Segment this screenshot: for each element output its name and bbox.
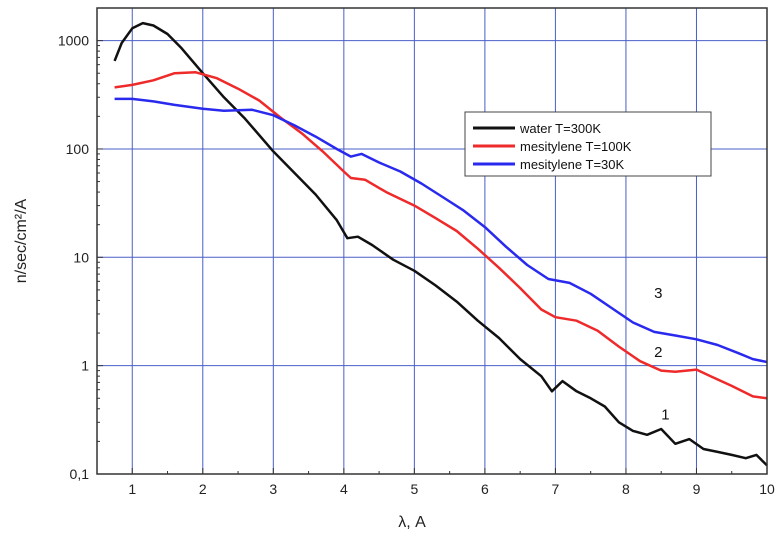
series-lines <box>113 21 768 467</box>
x-tick-label: 2 <box>199 481 207 497</box>
axis-ticks: 1 2 3 4 5 6 7 8 9 10 0,1 1 10 100 1000 <box>58 7 775 497</box>
x-tick-label: 3 <box>269 481 277 497</box>
x-tick-label: 9 <box>693 481 701 497</box>
x-tick-label: 5 <box>410 481 418 497</box>
series-line-2 <box>114 71 768 400</box>
curve-label-1: 1 <box>661 406 669 423</box>
x-tick-label: 6 <box>481 481 489 497</box>
curve-labels: 1 2 3 <box>654 285 669 423</box>
x-tick-label: 4 <box>340 481 348 497</box>
x-tick-label: 10 <box>759 481 775 497</box>
curve-label-2: 2 <box>654 344 662 361</box>
series-line-3 <box>114 97 768 364</box>
x-tick-label: 7 <box>552 481 560 497</box>
y-tick-label: 0,1 <box>70 466 90 482</box>
plot-frame <box>96 7 768 475</box>
y-tick-label: 100 <box>66 141 90 157</box>
x-axis-title: λ, A <box>398 514 426 531</box>
y-tick-label: 10 <box>73 249 89 265</box>
legend-entry: water T=300K <box>519 121 601 136</box>
curve-label-3: 3 <box>654 285 662 302</box>
legend: water T=300K mesitylene T=100K mesitylene … <box>464 111 712 177</box>
x-tick-label: 1 <box>128 481 136 497</box>
legend-entry: mesitylene T=30K <box>520 157 625 172</box>
series-line-1 <box>113 21 768 467</box>
y-tick-label: 1 <box>81 358 89 374</box>
y-axis-title: n/sec/cm²/A <box>13 198 30 283</box>
y-tick-label: 1000 <box>58 33 89 49</box>
x-tick-label: 8 <box>622 481 630 497</box>
legend-entry: mesitylene T=100K <box>520 139 632 154</box>
